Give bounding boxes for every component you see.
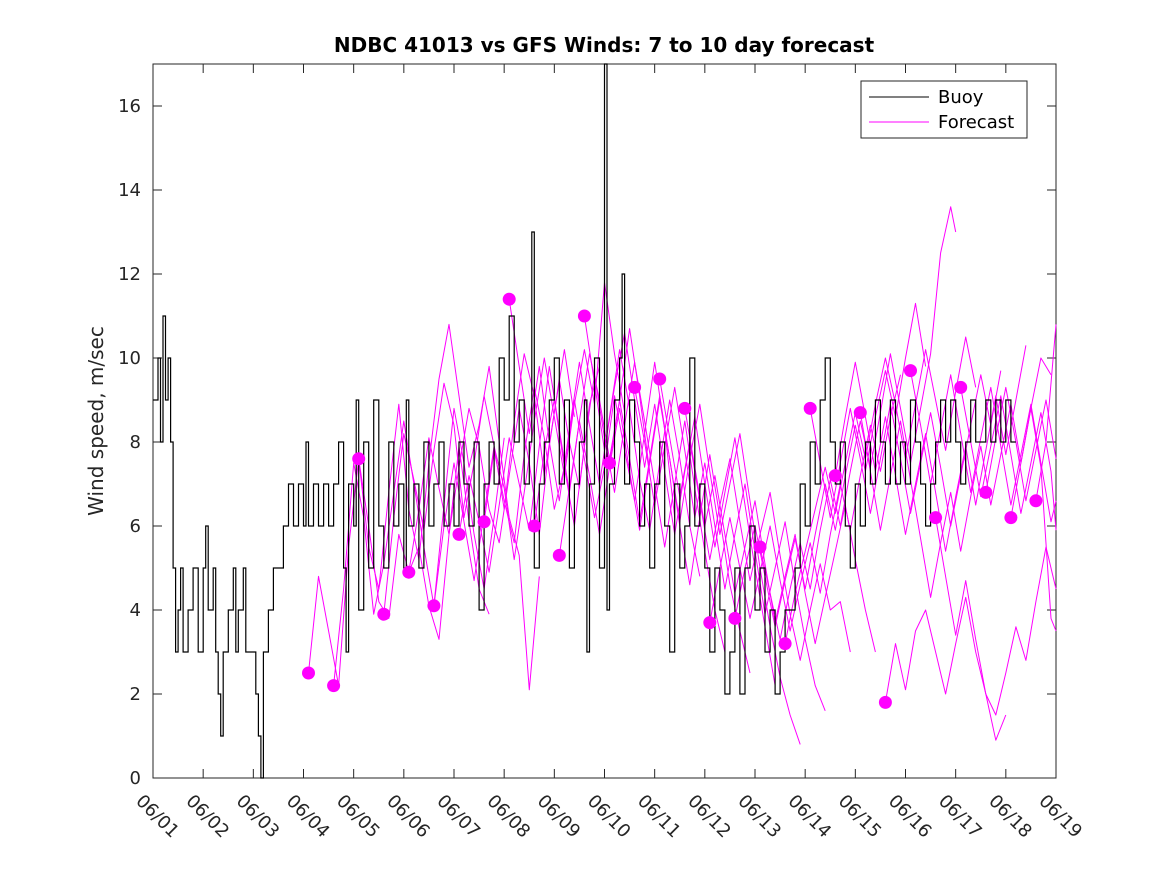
y-tick-label: 8 xyxy=(130,432,141,453)
forecast-start-marker xyxy=(552,548,566,562)
forecast-start-marker xyxy=(628,380,642,394)
forecast-line xyxy=(884,546,1057,716)
legend: Buoy Forecast xyxy=(860,80,1028,139)
forecast-start-marker xyxy=(728,611,742,625)
y-tick-label: 10 xyxy=(118,348,141,369)
forecast-start-marker xyxy=(302,666,315,680)
y-axis-ticks: 0 2 4 6 8 10 12 14 16 xyxy=(118,96,1056,789)
forecast-line xyxy=(734,302,927,628)
forecast-line xyxy=(483,361,676,544)
forecast-start-marker xyxy=(377,607,391,621)
forecast-start-marker xyxy=(352,452,366,466)
forecast-start-marker xyxy=(803,401,817,415)
forecast-start-marker xyxy=(929,511,943,525)
forecast-start-marker xyxy=(527,519,541,533)
forecast-line xyxy=(960,387,1057,531)
y-axis-label: Wind speed, m/sec xyxy=(84,326,108,516)
forecast-start-marker xyxy=(327,679,341,693)
y-tick-label: 4 xyxy=(130,600,141,621)
chart-title: NDBC 41013 vs GFS Winds: 7 to 10 day for… xyxy=(334,33,875,57)
y-tick-label: 0 xyxy=(130,768,141,789)
forecast-line xyxy=(935,517,1007,741)
forecast-series xyxy=(308,206,1057,745)
forecast-start-marker xyxy=(653,372,667,386)
forecast-start-marker xyxy=(577,309,591,323)
forecast-markers xyxy=(302,292,1043,709)
y-tick-label: 14 xyxy=(118,180,141,201)
forecast-start-marker xyxy=(778,637,792,651)
legend-label-buoy: Buoy xyxy=(938,87,984,108)
forecast-start-marker xyxy=(954,380,968,394)
forecast-line xyxy=(1010,407,1057,632)
forecast-line xyxy=(408,366,600,573)
forecast-start-marker xyxy=(904,364,917,378)
y-tick-label: 12 xyxy=(118,264,141,285)
forecast-line xyxy=(759,206,957,640)
forecast-line xyxy=(1035,324,1057,501)
forecast-start-marker xyxy=(603,456,616,470)
forecast-line xyxy=(609,395,801,745)
forecast-line xyxy=(558,399,751,674)
forecast-start-marker xyxy=(979,485,993,499)
forecast-start-marker xyxy=(853,406,867,420)
forecast-start-marker xyxy=(1029,494,1043,508)
forecast-line xyxy=(533,361,726,653)
forecast-start-marker xyxy=(452,527,466,541)
buoy-line xyxy=(153,63,1016,779)
legend-box xyxy=(860,80,1028,139)
forecast-line xyxy=(784,336,977,644)
forecast-line xyxy=(859,357,1052,598)
forecast-start-marker xyxy=(502,292,516,306)
y-tick-label: 6 xyxy=(130,516,141,537)
forecast-line xyxy=(985,386,1057,502)
forecast-start-marker xyxy=(703,616,717,630)
forecast-start-marker xyxy=(427,599,441,613)
forecast-start-marker xyxy=(402,565,416,579)
forecast-start-marker xyxy=(1004,511,1018,525)
forecast-start-marker xyxy=(678,401,692,415)
forecast-line xyxy=(684,408,876,653)
y-tick-label: 2 xyxy=(130,684,141,705)
forecast-start-marker xyxy=(753,540,767,554)
buoy-series xyxy=(153,63,1016,779)
forecast-start-marker xyxy=(477,515,491,529)
forecast-start-marker xyxy=(878,695,892,709)
legend-label-forecast: Forecast xyxy=(938,112,1014,133)
forecast-start-marker xyxy=(828,469,842,483)
y-tick-label: 16 xyxy=(118,96,141,117)
